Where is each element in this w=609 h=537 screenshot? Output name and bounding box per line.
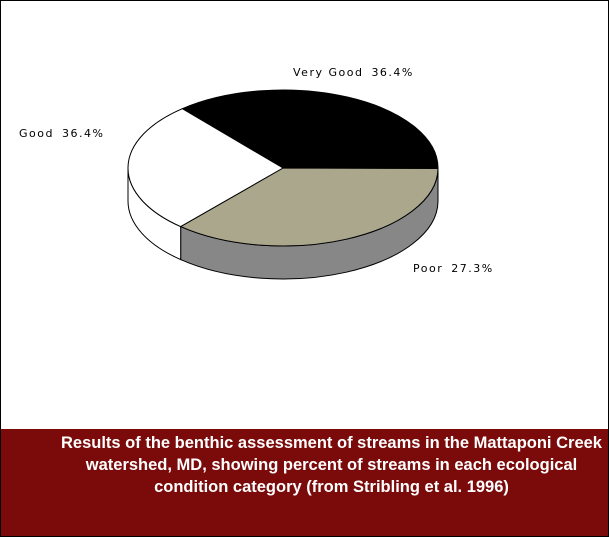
slice-value: 36.4% bbox=[62, 127, 104, 140]
slice-value: 36.4% bbox=[371, 66, 413, 79]
slice-category: Very Good bbox=[293, 66, 363, 79]
slice-category: Good bbox=[19, 127, 54, 140]
caption-band: Results of the benthic assessment of str… bbox=[1, 429, 608, 536]
slice-label: Very Good 36.4% bbox=[293, 66, 414, 79]
slice-value: 27.3% bbox=[451, 262, 493, 275]
chart: Very Good 36.4% Good 36.4% Poor 27.3% bbox=[19, 66, 494, 280]
pie-slice bbox=[127, 108, 284, 228]
pie-slice bbox=[181, 89, 439, 170]
slice-label: Poor 27.3% bbox=[413, 262, 494, 275]
chart-title: Results of the benthic assessment of str… bbox=[61, 434, 602, 496]
pie-slice bbox=[179, 167, 439, 247]
slice-label: Good 36.4% bbox=[19, 127, 104, 140]
slice-category: Poor bbox=[413, 262, 443, 275]
